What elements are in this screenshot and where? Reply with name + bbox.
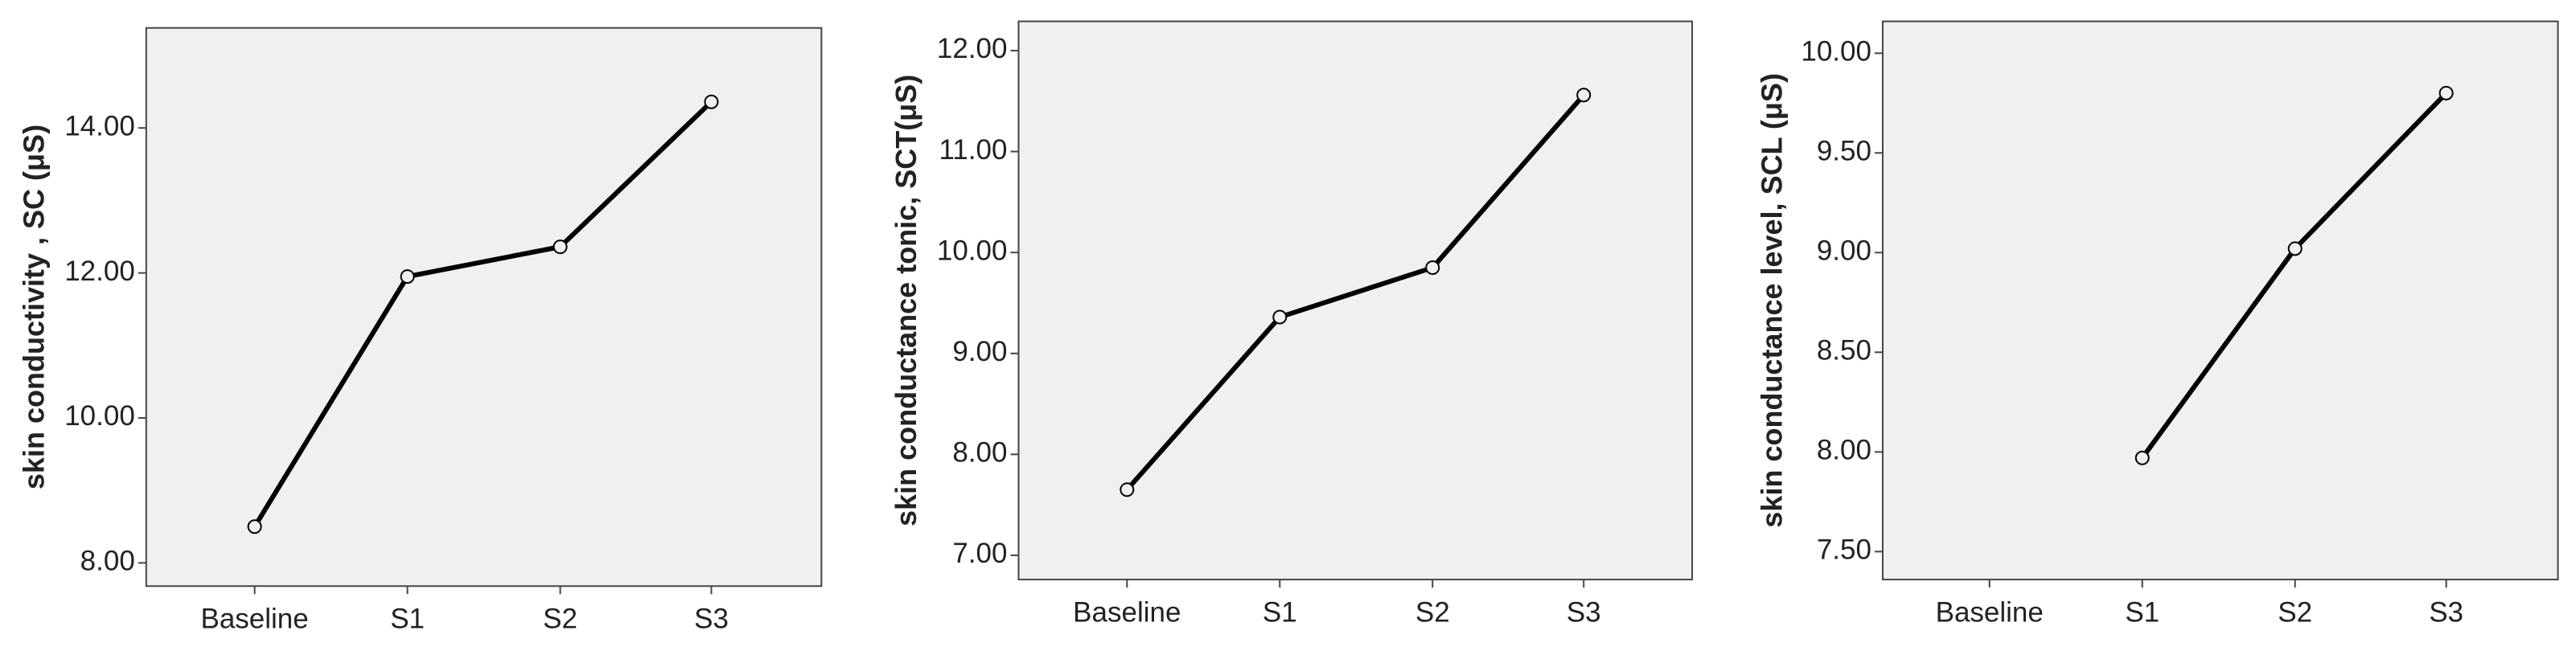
data-point	[247, 519, 262, 534]
data-line	[1125, 93, 1586, 492]
y-tick-label: 8.00	[1817, 435, 1871, 466]
data-point	[2134, 450, 2150, 465]
x-tick-label: S1	[1263, 596, 1297, 628]
y-tick-label: 7.50	[1817, 534, 1871, 566]
plot-area	[145, 27, 823, 588]
y-tick-label: 12.00	[64, 256, 135, 287]
x-tick-label: S3	[2429, 596, 2463, 628]
y-tick-label: 7.00	[952, 538, 1007, 569]
y-tick-label: 11.00	[939, 134, 1007, 166]
y-tick-label: 8.50	[1817, 335, 1871, 366]
y-tick-label: 14.00	[64, 110, 135, 141]
x-tick-label: S3	[1567, 596, 1601, 628]
data-point	[553, 240, 568, 255]
y-tick-label: 9.00	[1817, 235, 1871, 267]
y-tick-label: 10.00	[937, 235, 1008, 266]
data-point	[2438, 85, 2454, 100]
data-point	[400, 269, 415, 285]
x-tick-label: S2	[543, 604, 577, 635]
y-tick-label: 10.00	[64, 400, 135, 432]
x-tick-label: S1	[390, 604, 425, 635]
data-point	[1425, 260, 1440, 276]
x-tick-label: Baseline	[1936, 596, 2044, 628]
y-tick-label: 9.50	[1817, 136, 1871, 167]
data-point	[2287, 241, 2303, 256]
y-tick-label: 10.00	[1801, 35, 1871, 67]
y-axis-label: skin conductance level, SCL (μS)	[1756, 73, 1789, 528]
x-tick-label: Baseline	[1073, 596, 1181, 628]
data-point	[1120, 482, 1135, 497]
x-tick-label: Baseline	[200, 604, 308, 635]
data-point	[704, 94, 719, 109]
y-tick-label: 9.00	[952, 336, 1007, 367]
x-tick-label: S2	[1415, 596, 1450, 628]
y-tick-label: 8.00	[952, 437, 1007, 469]
data-point	[1576, 88, 1592, 103]
y-axis-label: skin conductivity , SC (μS)	[17, 125, 50, 489]
data-line	[253, 100, 713, 528]
x-tick-label: S2	[2278, 596, 2312, 628]
x-tick-label: S3	[694, 604, 729, 635]
y-tick-label: 12.00	[937, 33, 1008, 64]
y-axis-label: skin conductance tonic, SCT(μS)	[889, 75, 922, 526]
plot-area	[1017, 20, 1694, 581]
data-point	[1272, 309, 1288, 325]
x-tick-label: S1	[2125, 596, 2159, 628]
plot-area	[1881, 20, 2559, 581]
y-tick-label: 8.00	[80, 546, 135, 577]
